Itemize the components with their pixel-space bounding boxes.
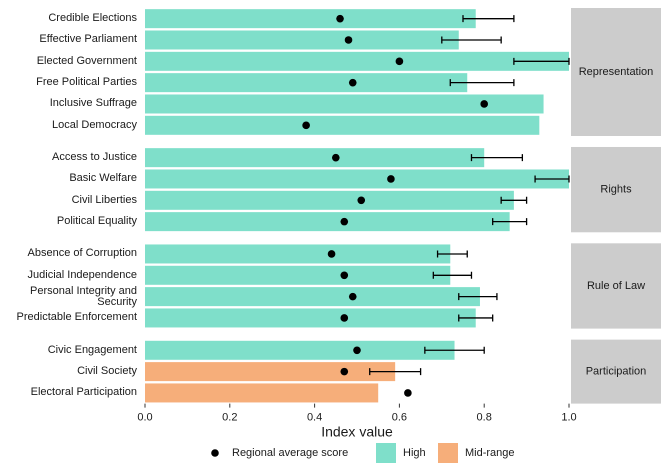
average-dot — [344, 36, 353, 44]
strip — [571, 146, 661, 233]
bar — [145, 169, 569, 189]
bar — [145, 148, 485, 168]
category-label: Basic Welfare — [69, 172, 137, 185]
category-label: Absence of Corruption — [27, 247, 137, 260]
category-label: Personal Integrity and Security — [29, 284, 137, 308]
bar — [145, 190, 514, 210]
x-tick-label: 0.0 — [137, 412, 152, 424]
bar — [145, 265, 451, 285]
average-dot — [302, 121, 310, 130]
legend-dot — [211, 449, 219, 457]
error-bar — [424, 346, 485, 354]
error-bar — [500, 196, 528, 204]
legend-label: High — [403, 447, 426, 459]
strip — [571, 8, 661, 136]
error-bar — [513, 57, 570, 65]
strip-label: Rule of Law — [587, 280, 645, 292]
bar — [145, 244, 451, 264]
legend-swatch — [376, 443, 396, 463]
bar — [145, 383, 379, 403]
average-dot — [348, 78, 357, 87]
average-dot — [340, 367, 349, 376]
average-dot — [387, 175, 395, 183]
error-bar — [458, 293, 498, 301]
category-label: Civil Society — [77, 365, 137, 378]
category-label: Judicial Independence — [27, 268, 137, 281]
average-dot — [340, 217, 349, 226]
error-bar — [449, 79, 515, 87]
average-dot — [395, 57, 404, 66]
average-dot — [340, 314, 349, 322]
strip-label: Rights — [600, 184, 632, 196]
bar — [145, 115, 540, 135]
error-bar — [462, 15, 515, 23]
error-bar — [436, 250, 468, 258]
error-bar — [369, 368, 422, 376]
category-label: Local Democracy — [52, 118, 137, 131]
average-dot — [480, 100, 489, 108]
bar — [145, 9, 476, 29]
legend-swatch — [438, 443, 458, 463]
category-label: Electoral Participation — [30, 386, 137, 399]
error-bar — [432, 271, 473, 279]
category-label: Civil Liberties — [71, 193, 137, 206]
average-dot — [353, 346, 361, 355]
x-tick-label: 0.2 — [222, 412, 237, 424]
category-label: Effective Parliament — [39, 33, 137, 46]
x-axis-title: Index value — [321, 424, 393, 440]
bar — [145, 30, 459, 50]
x-tick-label: 0.4 — [307, 412, 322, 424]
error-bar — [458, 314, 494, 322]
x-tick-label: 0.8 — [477, 412, 492, 424]
average-dot — [332, 153, 340, 162]
error-bar — [492, 218, 528, 226]
bar — [145, 308, 476, 328]
category-label: Credible Elections — [48, 12, 137, 25]
average-dot — [336, 14, 344, 23]
average-dot — [348, 292, 357, 301]
category-label: Elected Government — [36, 54, 137, 67]
strip-label: Participation — [586, 366, 647, 378]
error-bar — [534, 175, 570, 183]
category-label: Inclusive Suffrage — [49, 97, 137, 110]
strip-label: Representation — [579, 66, 654, 78]
bar — [145, 51, 569, 71]
average-dot — [340, 271, 349, 280]
average-dot — [357, 196, 366, 205]
average-dot — [327, 250, 336, 258]
bar — [145, 212, 510, 232]
bar — [145, 73, 468, 93]
bar — [145, 340, 455, 360]
legend-label: Regional average score — [232, 447, 348, 459]
x-tick-label: 0.6 — [392, 412, 407, 424]
bar — [145, 94, 544, 114]
bar — [145, 287, 480, 307]
category-label: Access to Justice — [52, 151, 137, 164]
error-bar — [441, 36, 502, 44]
average-dot — [404, 389, 412, 397]
x-tick-label: 1.0 — [561, 412, 576, 424]
bar — [145, 362, 396, 382]
category-label: Political Equality — [56, 215, 137, 228]
category-label: Free Political Parties — [36, 76, 137, 89]
category-label: Predictable Enforcement — [16, 311, 137, 324]
legend-label: Mid-range — [465, 447, 515, 459]
error-bar — [470, 154, 524, 162]
strip — [571, 243, 661, 329]
category-label: Civic Engagement — [47, 343, 137, 356]
strip — [571, 339, 661, 404]
